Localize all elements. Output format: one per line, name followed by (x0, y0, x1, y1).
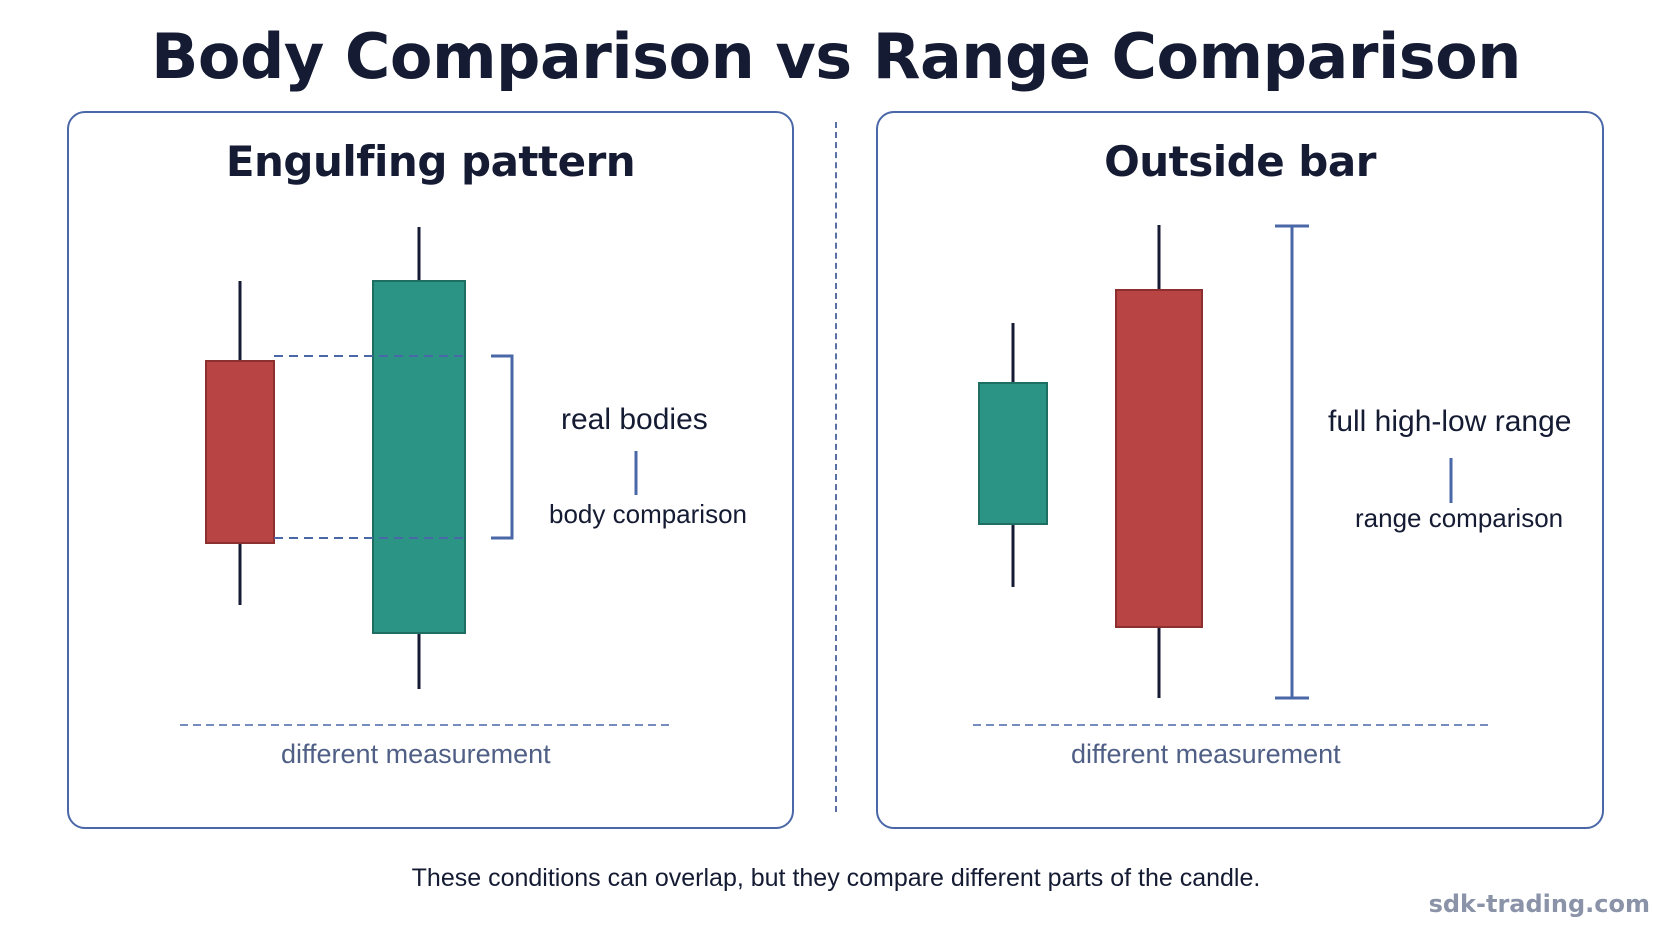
full-range-label: full high-low range (1328, 405, 1572, 438)
range-comparison-label: range comparison (1355, 503, 1564, 533)
outside-bar-panel: Outside bar full high-low range range co… (876, 111, 1604, 829)
engulfing-drawing (180, 227, 673, 726)
outside-bar-drawing (973, 224, 1491, 726)
real-bodies-label: real bodies (561, 403, 708, 436)
bearish-candle-body (205, 360, 275, 544)
right-measurement-label: different measurement (1071, 739, 1341, 769)
bullish-candle-body (372, 280, 466, 634)
engulfing-panel: Engulfing pattern real bodies body compa… (67, 111, 794, 829)
engulfing-panel-title: Engulfing pattern (225, 137, 636, 186)
footer-note: These conditions can overlap, but they c… (411, 864, 1261, 892)
outside-candle-body (1115, 289, 1203, 628)
body-comparison-label: body comparison (549, 499, 747, 529)
left-measurement-label: different measurement (281, 739, 551, 769)
body-bracket (491, 354, 514, 540)
page-title: Body Comparison vs Range Comparison (151, 20, 1521, 93)
site-watermark: sdk-trading.com (1428, 890, 1650, 918)
small-candle-body (978, 382, 1048, 525)
center-divider (835, 122, 837, 812)
outside-bar-panel-title: Outside bar (1104, 137, 1376, 186)
